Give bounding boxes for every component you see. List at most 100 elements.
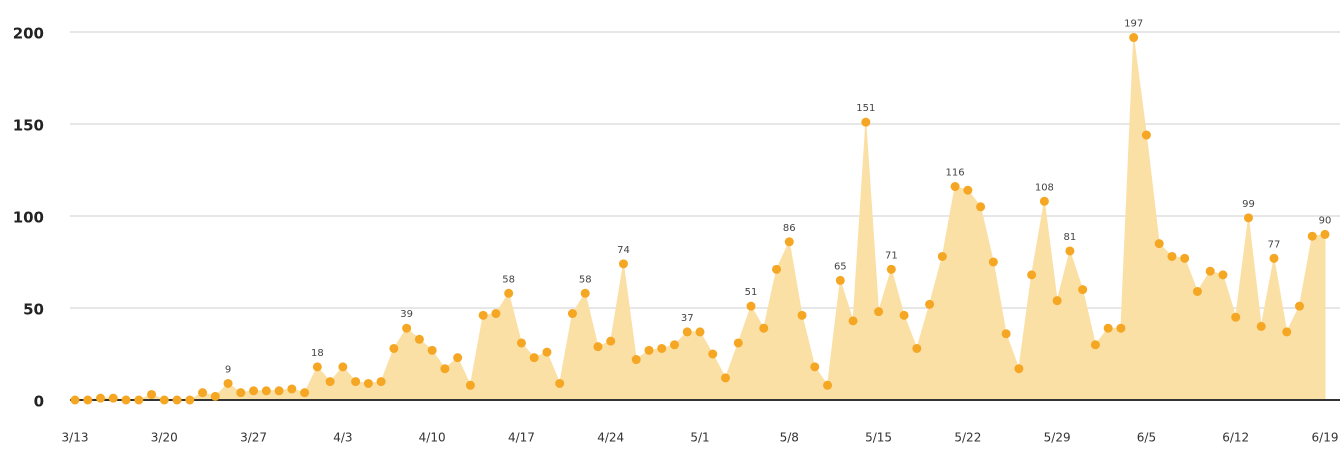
point — [925, 299, 935, 309]
point — [478, 310, 488, 320]
value-label: 151 — [856, 103, 875, 114]
point — [274, 386, 284, 396]
point — [96, 393, 106, 403]
point — [1014, 364, 1024, 374]
point — [555, 378, 565, 388]
point — [721, 373, 731, 383]
point — [351, 377, 361, 387]
point — [1039, 196, 1049, 206]
point — [312, 362, 322, 372]
value-label: 58 — [502, 274, 515, 285]
point — [784, 237, 794, 247]
point — [963, 185, 973, 195]
value-label: 65 — [834, 261, 847, 272]
point — [1205, 266, 1215, 276]
x-tick-label: 6/5 — [1137, 431, 1156, 445]
point — [1154, 239, 1164, 249]
point — [976, 202, 986, 212]
value-label: 90 — [1319, 215, 1332, 226]
point — [1231, 312, 1241, 322]
point — [746, 301, 756, 311]
value-label: 77 — [1268, 239, 1281, 250]
point — [249, 386, 259, 396]
x-tick-label: 3/27 — [240, 431, 267, 445]
point — [988, 257, 998, 267]
point — [1116, 323, 1126, 333]
x-tick-label: 5/22 — [954, 431, 981, 445]
point — [708, 349, 718, 359]
point — [134, 395, 144, 405]
y-tick-label: 50 — [23, 301, 44, 319]
x-tick-label: 5/1 — [690, 431, 709, 445]
point — [1180, 253, 1190, 263]
value-label: 51 — [745, 287, 758, 298]
point — [504, 288, 514, 298]
y-tick-label: 200 — [13, 25, 44, 43]
point — [1294, 301, 1304, 311]
point — [1065, 246, 1075, 256]
point — [1001, 329, 1011, 339]
point — [759, 323, 769, 333]
point — [797, 310, 807, 320]
x-tick-label: 4/3 — [333, 431, 352, 445]
point — [70, 395, 80, 405]
point — [899, 310, 909, 320]
point — [338, 362, 348, 372]
point — [287, 384, 297, 394]
x-tick-label: 5/15 — [865, 431, 892, 445]
point — [159, 395, 169, 405]
area — [75, 37, 1326, 401]
point — [1192, 286, 1202, 296]
point — [198, 388, 208, 398]
point — [223, 378, 233, 388]
point — [669, 340, 679, 350]
point — [529, 353, 539, 363]
point — [83, 395, 93, 405]
point — [516, 338, 526, 348]
point — [810, 362, 820, 372]
point — [210, 391, 220, 401]
x-tick-label: 3/20 — [151, 431, 178, 445]
point — [593, 342, 603, 352]
x-tick-label: 3/13 — [62, 431, 89, 445]
point — [453, 353, 463, 363]
value-label: 81 — [1064, 232, 1077, 243]
y-tick-label: 0 — [34, 393, 44, 411]
point — [733, 338, 743, 348]
value-label: 74 — [617, 245, 630, 256]
point — [618, 259, 628, 269]
point — [414, 334, 424, 344]
point — [1243, 213, 1253, 223]
value-label: 108 — [1035, 182, 1054, 193]
y-tick-label: 150 — [13, 117, 44, 135]
point — [440, 364, 450, 374]
point — [835, 275, 845, 285]
point — [1141, 130, 1151, 140]
point — [172, 395, 182, 405]
point — [1167, 251, 1177, 261]
point — [823, 380, 833, 390]
value-label: 37 — [681, 313, 694, 324]
point — [644, 345, 654, 355]
value-label: 71 — [885, 250, 898, 261]
point — [402, 323, 412, 333]
point — [363, 378, 373, 388]
point — [1218, 270, 1228, 280]
point — [491, 309, 501, 319]
point — [886, 264, 896, 274]
point — [1129, 33, 1139, 43]
point — [1090, 340, 1100, 350]
x-tick-label: 6/12 — [1222, 431, 1249, 445]
x-tick-label: 4/10 — [419, 431, 446, 445]
x-tick-label: 4/24 — [597, 431, 624, 445]
point — [1307, 231, 1317, 241]
point — [1256, 321, 1266, 331]
point — [300, 388, 310, 398]
value-label: 86 — [783, 223, 796, 234]
point — [465, 380, 475, 390]
value-label: 99 — [1242, 199, 1255, 210]
point — [912, 343, 922, 353]
point — [1103, 323, 1113, 333]
point — [1282, 327, 1292, 337]
value-label: 58 — [579, 274, 592, 285]
